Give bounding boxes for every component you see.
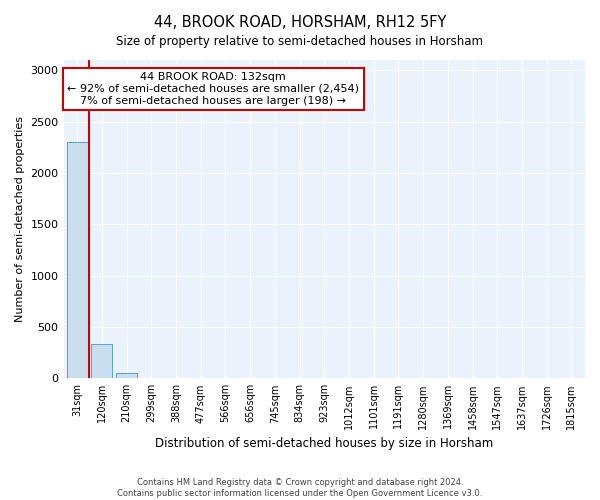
Text: Size of property relative to semi-detached houses in Horsham: Size of property relative to semi-detach… [116, 35, 484, 48]
Bar [91, 344, 112, 378]
X-axis label: Distribution of semi-detached houses by size in Horsham: Distribution of semi-detached houses by … [155, 437, 493, 450]
Text: 44, BROOK ROAD, HORSHAM, RH12 5FY: 44, BROOK ROAD, HORSHAM, RH12 5FY [154, 15, 446, 30]
Text: 44 BROOK ROAD: 132sqm
← 92% of semi-detached houses are smaller (2,454)
7% of se: 44 BROOK ROAD: 132sqm ← 92% of semi-deta… [67, 72, 359, 106]
Text: Contains HM Land Registry data © Crown copyright and database right 2024.
Contai: Contains HM Land Registry data © Crown c… [118, 478, 482, 498]
Bar [116, 373, 137, 378]
Y-axis label: Number of semi-detached properties: Number of semi-detached properties [15, 116, 25, 322]
Bar [67, 142, 88, 378]
